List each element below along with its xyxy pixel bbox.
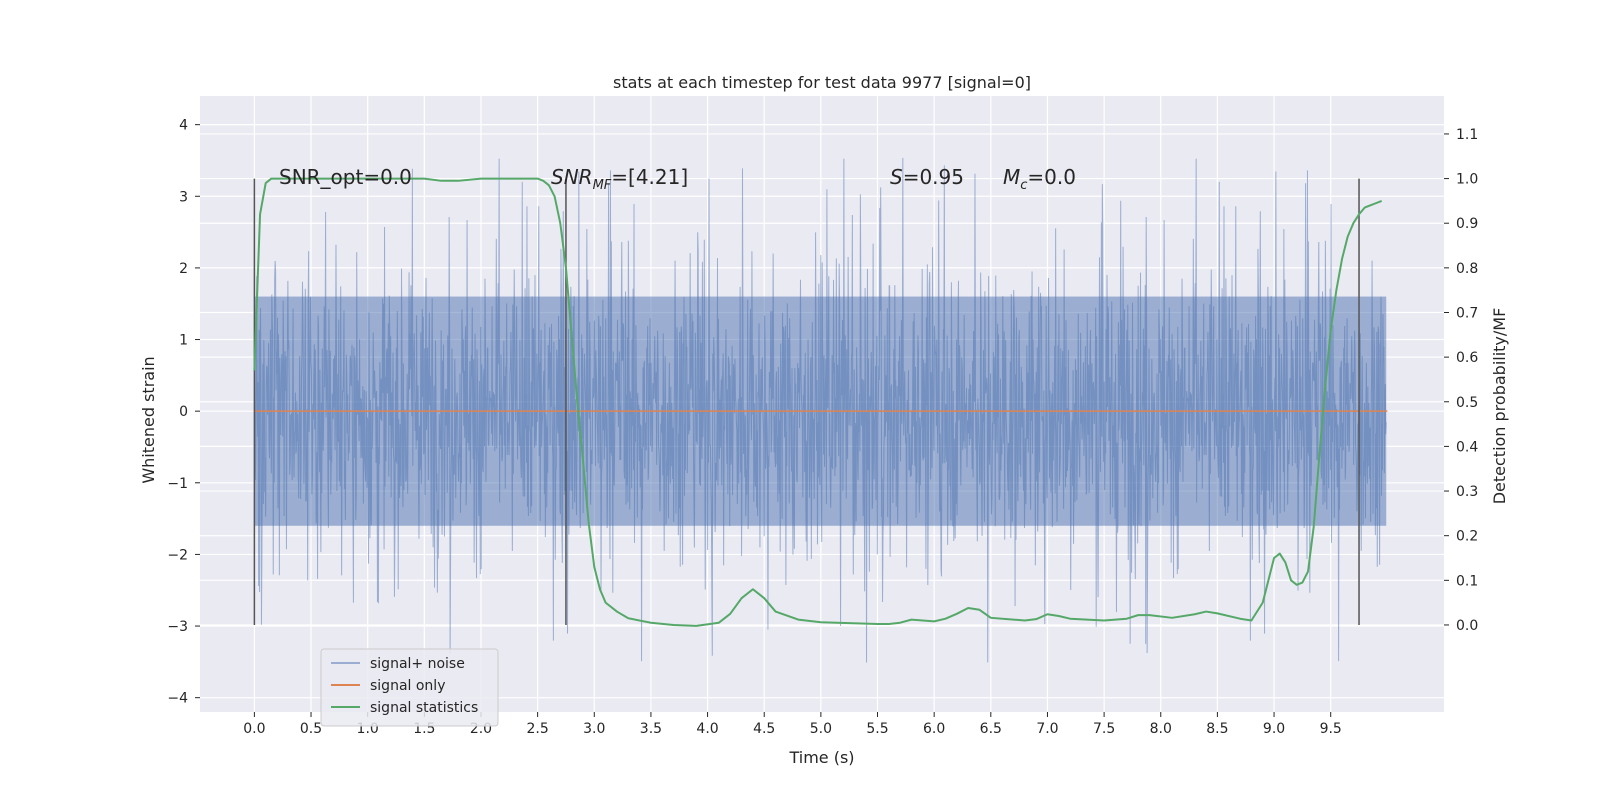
annotation-snr-mf-value: =[4.21] — [611, 165, 688, 189]
y-tick-label: −1 — [167, 476, 188, 492]
annotation-mc: Mc=0.0 — [1003, 165, 1076, 193]
y-tick-label: 1 — [179, 333, 188, 349]
y2-tick-label: 0.0 — [1456, 618, 1478, 634]
x-tick-label: 9.5 — [1320, 721, 1342, 737]
x-tick-label: 4.5 — [753, 721, 775, 737]
x-tick-label: 4.0 — [696, 721, 718, 737]
legend-label-signal-only: signal only — [370, 678, 445, 694]
annotation-mc-value: =0.0 — [1027, 165, 1076, 189]
y2-tick-label: 1.0 — [1456, 172, 1478, 188]
y-tick-label: 0 — [179, 404, 188, 420]
y2-tick-label: 0.8 — [1456, 261, 1478, 277]
x-tick-label: 5.5 — [866, 721, 888, 737]
annotation-s-base: S — [890, 165, 903, 189]
legend: signal+ noise signal only signal statist… — [320, 648, 499, 727]
y2-tick-label: 0.6 — [1456, 350, 1478, 366]
axes: 0.0 0.5 1.0 1.5 2.0 2.5 3.0 3.5 4.0 4.5 5.0 5.5 6.0 6… — [167, 118, 1478, 737]
chart-title: stats at each timestep for test data 997… — [613, 73, 1031, 92]
y2-tick-label: 0.3 — [1456, 484, 1478, 500]
x-tick-label: 3.0 — [583, 721, 605, 737]
x-tick-label: 8.0 — [1150, 721, 1172, 737]
y-tick-label: −3 — [167, 619, 188, 635]
x-tick-label: 7.5 — [1093, 721, 1115, 737]
y2-tick-label: 0.2 — [1456, 529, 1478, 545]
annotation-s-value: =0.95 — [903, 165, 964, 189]
x-tick-label: 0.5 — [300, 721, 322, 737]
x-tick-label: 7.0 — [1036, 721, 1058, 737]
annotation-mc-sub: c — [1020, 178, 1027, 193]
y-axis-label: Whitened strain — [139, 356, 158, 483]
y2-tick-label: 1.1 — [1456, 127, 1478, 143]
y-tick-label: −4 — [167, 691, 188, 707]
y2-axis-label: Detection probability/MF — [1490, 308, 1509, 505]
annotation-snr-mf-sub: MF — [593, 178, 612, 193]
legend-label-signal-plus-noise: signal+ noise — [370, 656, 465, 672]
signal-statistics-line — [253, 177, 1383, 627]
x-tick-label: 5.0 — [810, 721, 832, 737]
y2-tick-label: 0.4 — [1456, 439, 1478, 455]
annotation-mc-base: M — [1003, 165, 1020, 189]
noise-trace — [253, 157, 1387, 663]
y2-tick-label: 0.7 — [1456, 305, 1478, 321]
x-tick-label: 6.0 — [923, 721, 945, 737]
legend-box — [320, 648, 499, 727]
annotation-snr-opt: SNR_opt=0.0 — [279, 165, 412, 189]
annotation-s: S=0.95 — [890, 165, 964, 189]
series-signal-statistics — [253, 177, 1383, 627]
y2-tick-label: 0.9 — [1456, 216, 1478, 232]
x-tick-label: 8.5 — [1206, 721, 1228, 737]
y-tick-label: 2 — [179, 261, 188, 277]
y-tick-label: 4 — [179, 118, 188, 134]
x-tick-label: 2.5 — [526, 721, 548, 737]
x-tick-label: 3.5 — [640, 721, 662, 737]
y2-tick-label: 0.1 — [1456, 573, 1478, 589]
y-tick-label: 3 — [179, 189, 188, 205]
x-tick-label: 9.0 — [1263, 721, 1285, 737]
y2-tick-label: 0.5 — [1456, 395, 1478, 411]
annotation-snr-mf-base: SNR — [551, 165, 593, 189]
x-axis-label: Time (s) — [788, 748, 854, 767]
annotation-snr-mf: SNRMF=[4.21] — [551, 165, 688, 193]
legend-label-signal-statistics: signal statistics — [370, 700, 478, 716]
vertical-markers — [253, 178, 1360, 625]
x-tick-label: 0.0 — [243, 721, 265, 737]
x-tick-label: 6.5 — [980, 721, 1002, 737]
y-tick-label: −2 — [167, 547, 188, 563]
